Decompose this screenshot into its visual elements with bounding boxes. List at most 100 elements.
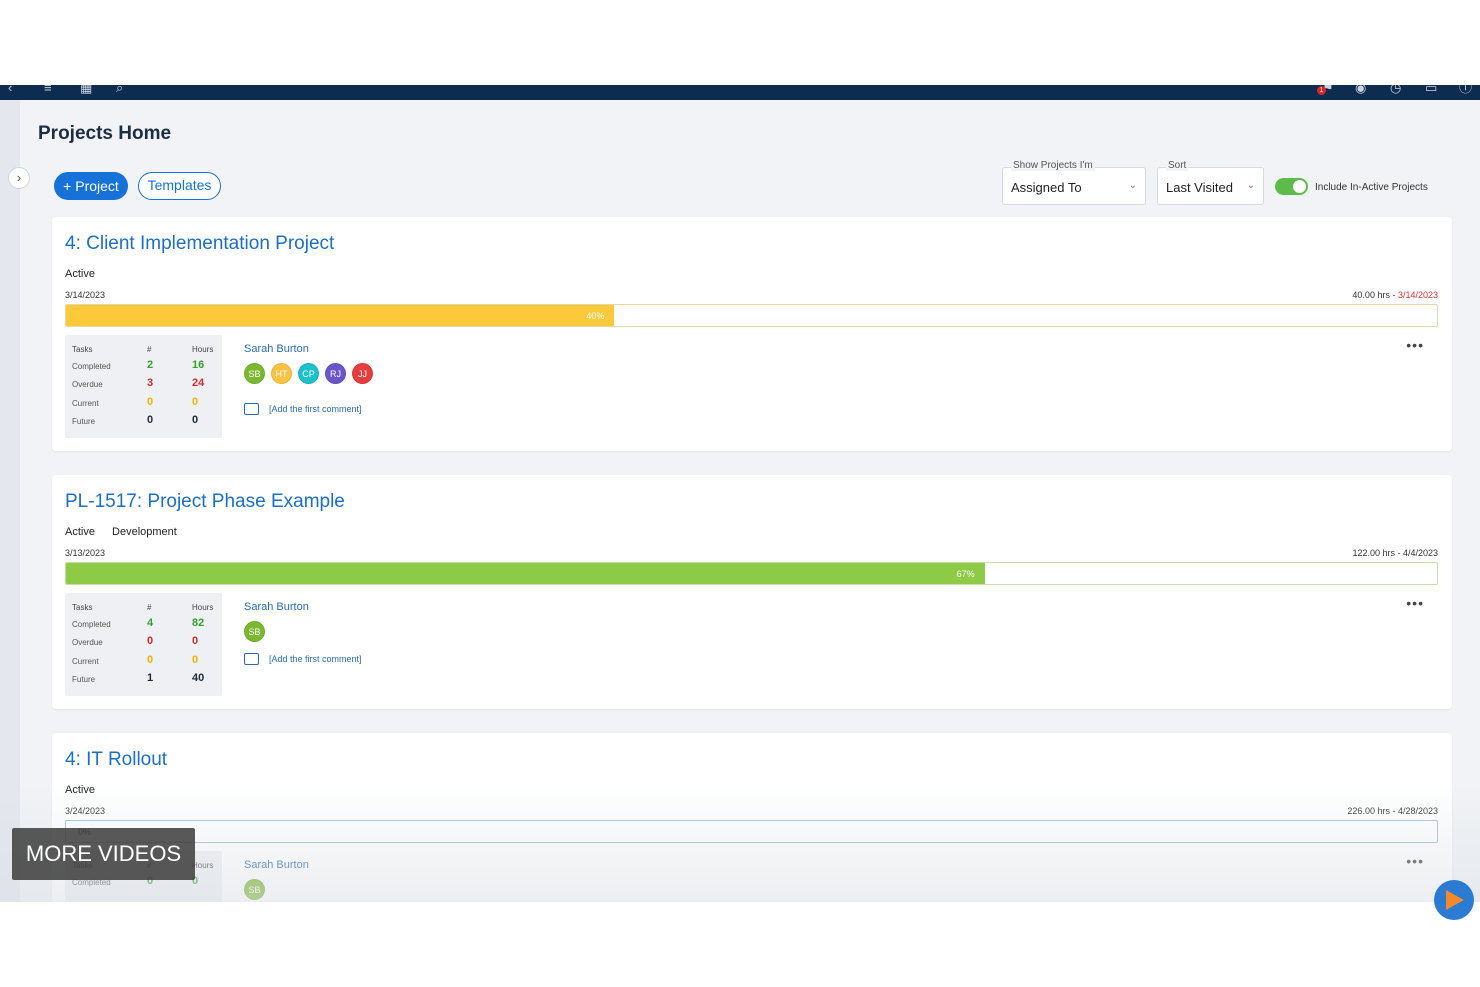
left-rail: [0, 100, 20, 902]
progress-bar: 67%: [65, 562, 1438, 585]
stats-count: 1: [147, 672, 154, 684]
stats-hours: 16: [192, 359, 205, 371]
more-videos-button[interactable]: MORE VIDEOS: [12, 828, 195, 880]
sort-label: Sort: [1166, 160, 1189, 171]
play-triangle: [1446, 890, 1464, 910]
avatar[interactable]: SB: [244, 363, 265, 384]
progress-fill: [66, 563, 985, 584]
start-date: 3/24/2023: [65, 806, 106, 816]
stats-hours: 0: [192, 414, 199, 426]
stats-header-row: Tasks # Hours: [65, 599, 222, 617]
clock-icon[interactable]: ◷: [1390, 85, 1402, 95]
stats-header-hours: Hours: [192, 861, 214, 870]
sort-select[interactable]: Sort Last Visited ⌄: [1157, 160, 1264, 205]
stats-count: 0: [147, 414, 154, 426]
play-icon[interactable]: [1434, 880, 1474, 920]
progress-percent: 40%: [586, 311, 605, 321]
page-title: Projects Home: [38, 123, 172, 144]
menu-icon[interactable]: ≡: [44, 85, 52, 95]
include-inactive-toggle[interactable]: [1275, 178, 1308, 195]
more-options-icon[interactable]: •••: [1406, 337, 1424, 353]
stats-label: Overdue: [72, 380, 103, 389]
project-card: 4: IT Rollout Active 3/24/2023 226.00 hr…: [52, 733, 1452, 902]
project-title[interactable]: 4: Client Implementation Project: [65, 233, 335, 254]
help-icon[interactable]: ⓘ: [1459, 85, 1473, 95]
stats-count: 0: [147, 654, 154, 666]
hours-due: 122.00 hrs - 4/4/2023: [1352, 548, 1438, 558]
status-tag: Active: [65, 268, 95, 280]
user-icon[interactable]: ◉: [1355, 85, 1367, 95]
task-stats-table: Tasks # Hours Completed 4 82 Overdue 0 0…: [65, 593, 222, 696]
show-projects-select[interactable]: Show Projects I'm Assigned To ⌄: [1002, 160, 1146, 205]
flag-icon[interactable]: ⚑: [1322, 85, 1334, 95]
team-avatars: SB HT CP RJ JJ: [244, 363, 379, 384]
avatar[interactable]: SB: [244, 621, 265, 642]
project-owner[interactable]: Sarah Burton: [244, 859, 309, 871]
stats-count: 0: [147, 396, 154, 408]
more-options-icon[interactable]: •••: [1406, 595, 1424, 611]
show-projects-value: Assigned To: [1011, 180, 1082, 195]
project-card: PL-1517: Project Phase Example Active De…: [52, 475, 1452, 709]
project-owner[interactable]: Sarah Burton: [244, 601, 309, 613]
project-owner[interactable]: Sarah Burton: [244, 343, 309, 355]
expand-sidebar-chevron-icon[interactable]: ›: [8, 167, 30, 189]
stats-count: 0: [147, 635, 154, 647]
grid-icon[interactable]: ▦: [80, 85, 93, 95]
stats-hours: 40: [192, 672, 205, 684]
team-avatars: SB: [244, 621, 271, 642]
add-comment[interactable]: [Add the first comment]: [244, 650, 362, 668]
stats-header-tasks: Tasks: [72, 603, 93, 612]
project-card: 4: Client Implementation Project Active …: [52, 217, 1452, 451]
search-icon[interactable]: ⌕: [116, 85, 124, 95]
avatar[interactable]: CP: [298, 363, 319, 384]
phase-tag: Development: [112, 526, 177, 538]
hours-text: 40.00 hrs -: [1352, 290, 1398, 300]
start-date: 3/14/2023: [65, 290, 106, 300]
stats-header-hours: Hours: [192, 603, 214, 612]
add-project-button[interactable]: + Project: [54, 172, 128, 200]
stats-label: Current: [72, 657, 99, 666]
team-avatars: SB: [244, 879, 271, 900]
stats-hours: 24: [192, 377, 205, 389]
avatar[interactable]: SB: [244, 879, 265, 900]
chevron-down-icon: ⌄: [1246, 180, 1255, 191]
back-icon[interactable]: ‹: [8, 85, 13, 95]
stats-label: Future: [72, 675, 96, 684]
notification-badge: 1: [1317, 86, 1326, 95]
hours-due: 226.00 hrs - 4/28/2023: [1347, 806, 1438, 816]
hours-text: 122.00 hrs - 4/4/2023: [1352, 548, 1438, 558]
top-nav-bar: ‹ ≡ ▦ ⌕ ⚑ 1 ◉ ◷ ▭ ⓘ: [0, 85, 1480, 100]
hours-due: 40.00 hrs - 3/14/2023: [1352, 290, 1438, 300]
stats-count: 2: [147, 359, 154, 371]
progress-fill: [66, 305, 615, 326]
progress-percent: 67%: [956, 569, 975, 579]
stats-hours: 0: [192, 635, 199, 647]
stats-hours: 82: [192, 617, 205, 629]
stats-row-completed: Completed 2 16: [65, 358, 222, 376]
app-frame: ‹ ≡ ▦ ⌕ ⚑ 1 ◉ ◷ ▭ ⓘ › Projects Home + Pr…: [0, 85, 1480, 902]
avatar[interactable]: JJ: [352, 363, 373, 384]
show-projects-label: Show Projects I'm: [1011, 160, 1095, 171]
templates-button[interactable]: Templates: [138, 172, 221, 200]
due-date: 3/14/2023: [1397, 290, 1438, 300]
toggle-knob: [1293, 180, 1306, 193]
cart-icon[interactable]: ▭: [1425, 85, 1438, 95]
add-comment-link[interactable]: [Add the first comment]: [269, 653, 362, 664]
stats-count: 4: [147, 617, 154, 629]
stats-row-future: Future 0 0: [65, 413, 222, 431]
avatar[interactable]: HT: [271, 363, 292, 384]
progress-bar: 40%: [65, 304, 1438, 327]
project-title[interactable]: 4: IT Rollout: [65, 749, 168, 770]
avatar[interactable]: RJ: [325, 363, 346, 384]
status-tag: Active: [65, 526, 95, 538]
project-title[interactable]: PL-1517: Project Phase Example: [65, 491, 345, 512]
start-date: 3/13/2023: [65, 548, 106, 558]
stats-header-hours: Hours: [192, 345, 214, 354]
stats-row-overdue: Overdue 3 24: [65, 376, 222, 394]
add-comment-link[interactable]: [Add the first comment]: [269, 403, 362, 414]
stats-label: Completed: [72, 620, 111, 629]
stats-header-count: #: [147, 345, 152, 354]
more-options-icon[interactable]: •••: [1406, 853, 1424, 869]
add-comment[interactable]: [Add the first comment]: [244, 400, 362, 418]
stats-row-overdue: Overdue 0 0: [65, 634, 222, 652]
